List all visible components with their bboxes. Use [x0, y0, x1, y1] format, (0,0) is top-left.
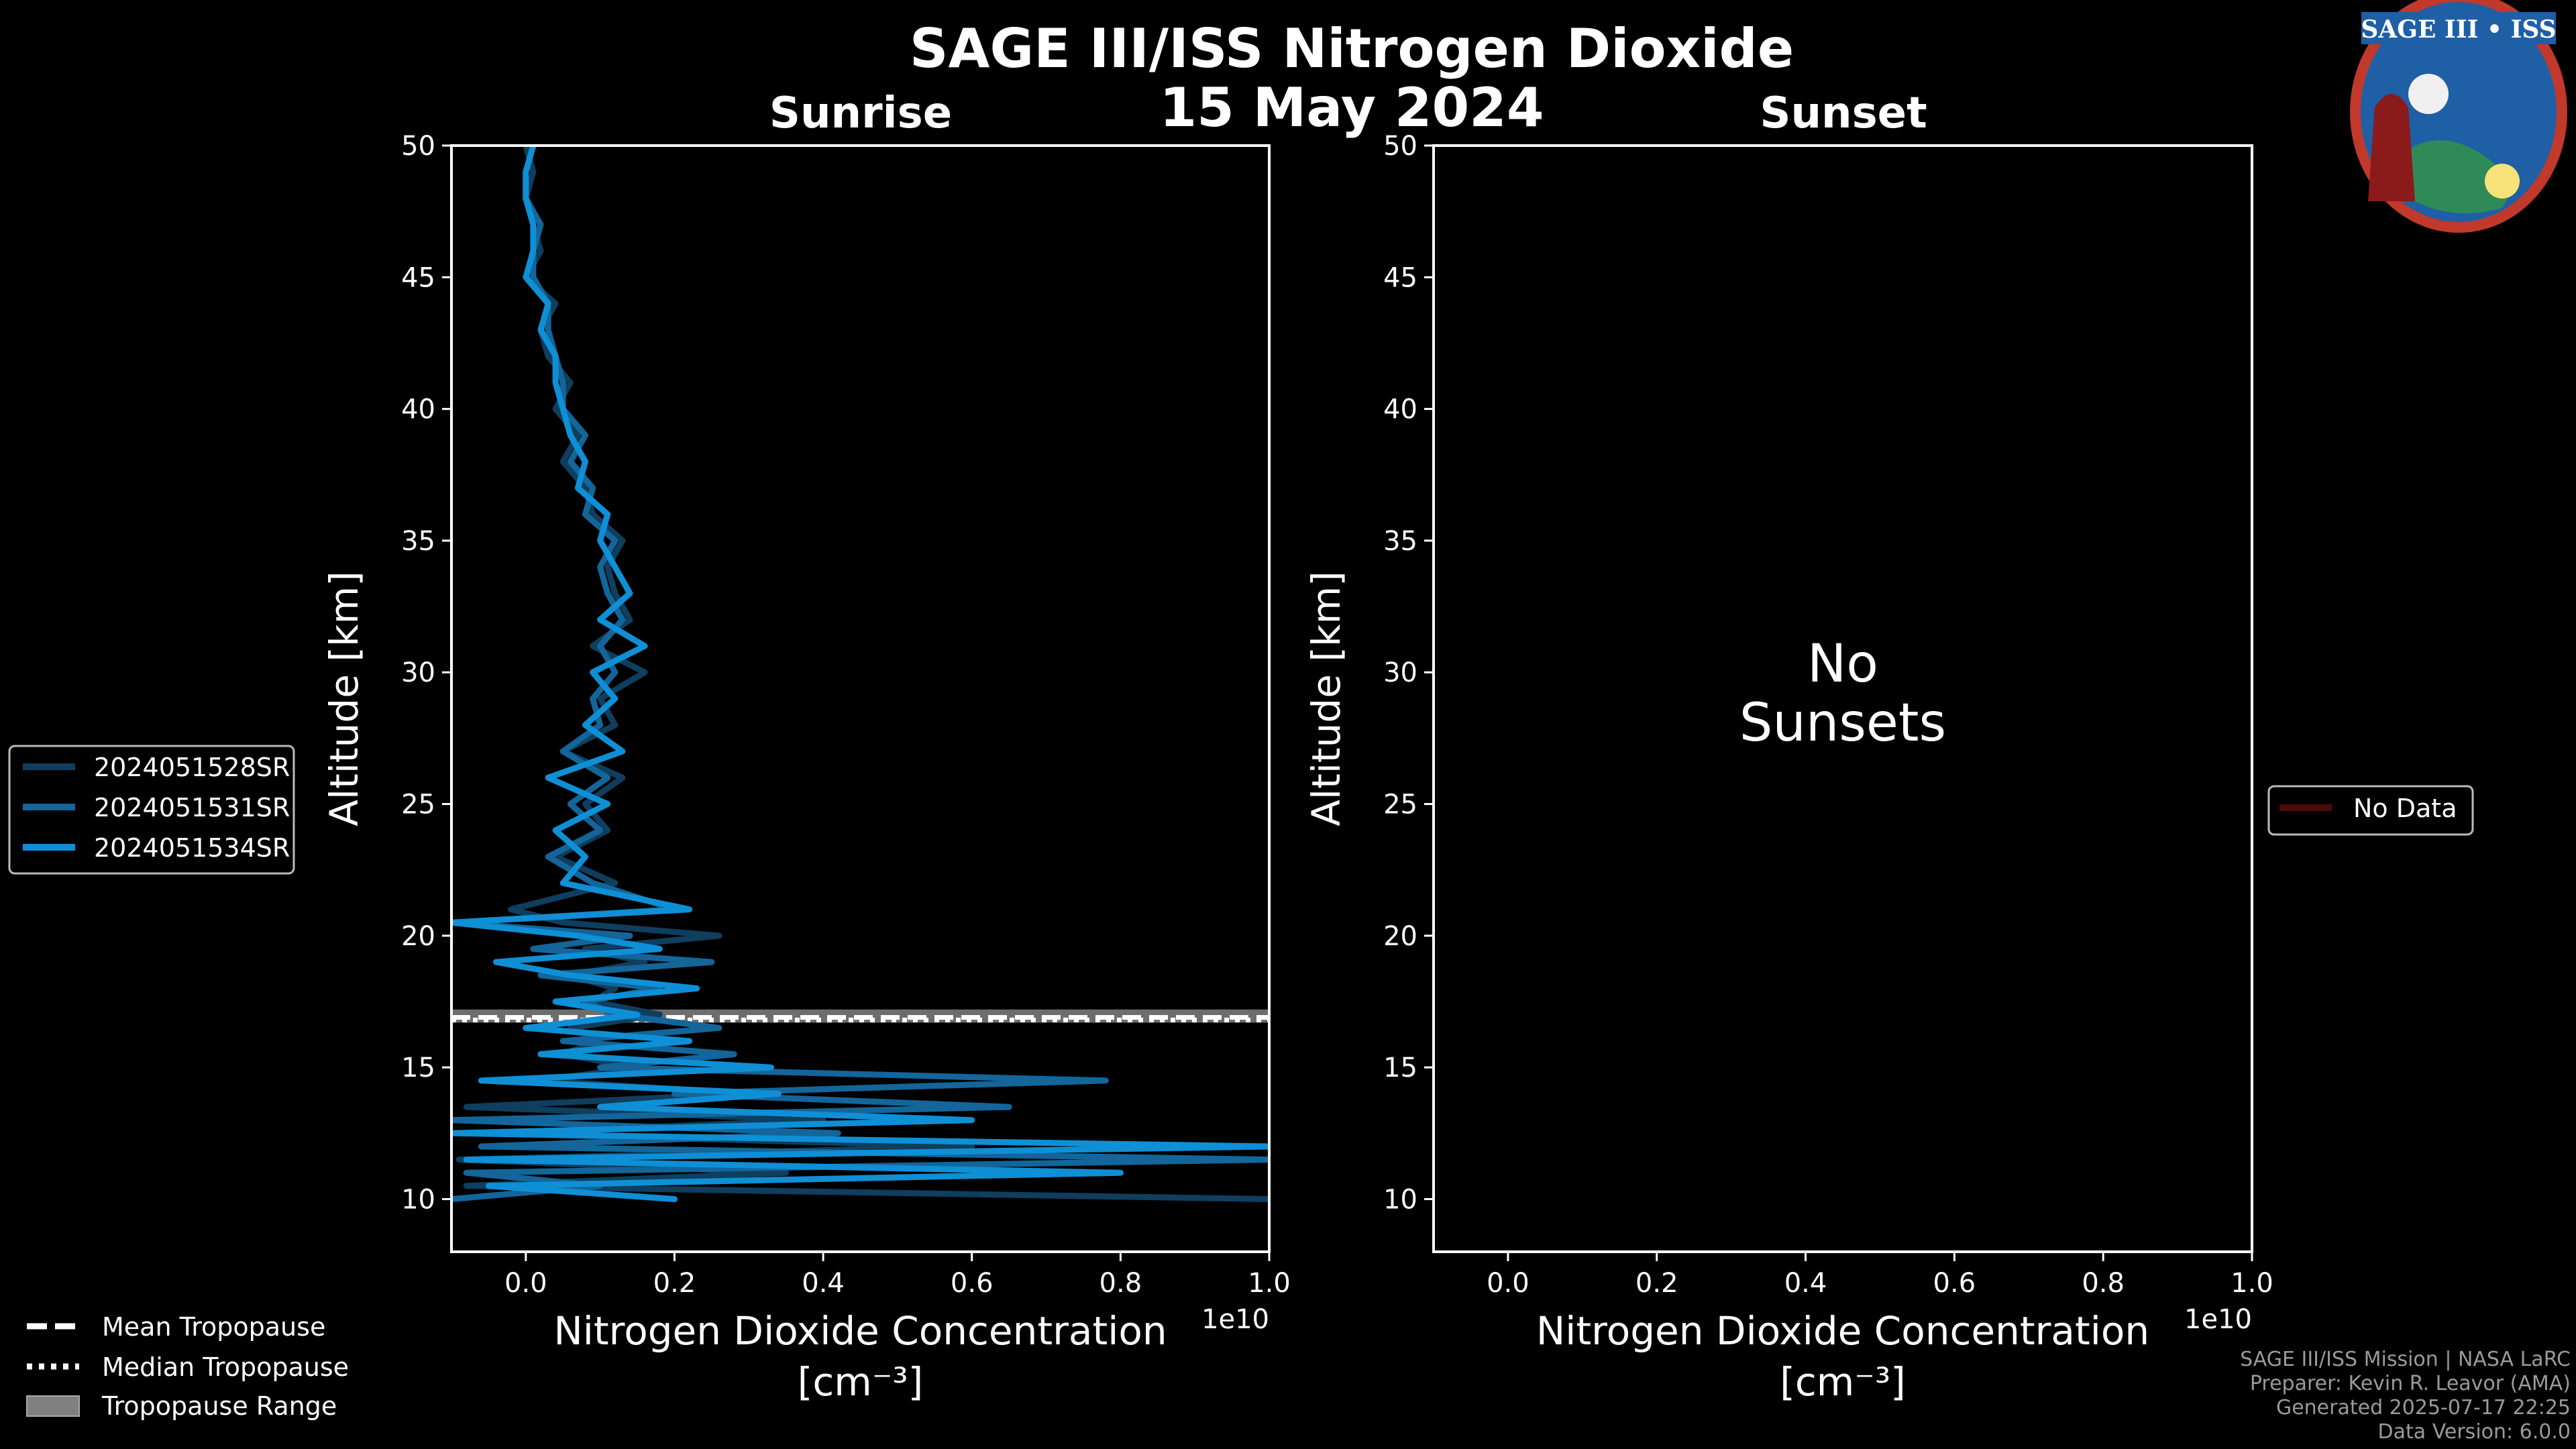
sunset-xtick-label: 0.6	[1933, 1268, 1976, 1299]
sunrise-xtick-label: 1.0	[1248, 1268, 1291, 1299]
sunset-legend: No Data	[2267, 785, 2474, 836]
sunrise-ytick-label: 25	[401, 790, 435, 820]
sunrise-x-multiplier: 1e10	[1201, 1304, 1269, 1335]
credit-mission: SAGE III/ISS Mission | NASA LaRC	[2240, 1348, 2571, 1371]
sunrise-ytick-label: 15	[401, 1053, 435, 1083]
series-line-2024051531SR	[451, 146, 1269, 1202]
legend-label-2024051528SR: 2024051528SR	[94, 753, 290, 782]
sunset-plot: 0.0 0.2 0.4 0.6 0.8 1.0 10 15 20 25 30 35 40 45 50 1e10…	[1303, 131, 2273, 1405]
sunset-xtick-label: 0.8	[2082, 1268, 2125, 1299]
sunset-axes-frame	[1432, 144, 2253, 1253]
credit-generated: Generated 2025-07-17 22:25	[2276, 1396, 2571, 1419]
legend-label-no-data: No Data	[2353, 794, 2457, 823]
figure-date: 15 May 2024	[1160, 76, 1544, 139]
legend-label-mean-tropopause: Mean Tropopause	[102, 1312, 325, 1342]
sunset-ytick-label: 30	[1383, 657, 1417, 688]
credits: SAGE III/ISS Mission | NASA LaRC Prepare…	[2240, 1348, 2571, 1444]
legend-swatch-tropopause-range	[26, 1395, 80, 1417]
legend-label-2024051534SR: 2024051534SR	[94, 833, 290, 863]
sunset-ytick-label: 10	[1383, 1184, 1417, 1215]
logo-earth	[2388, 140, 2509, 213]
sunrise-ytick-label: 20	[401, 921, 435, 952]
sunset-ytick-label: 35	[1383, 526, 1417, 557]
sunset-xlabel: Nitrogen Dioxide Concentration	[1536, 1308, 2149, 1354]
sunrise-xlabel: Nitrogen Dioxide Concentration	[553, 1308, 1167, 1354]
logo-figure	[2368, 94, 2415, 201]
sunset-xtick-label: 0.0	[1487, 1268, 1529, 1299]
sunset-x-multiplier: 1e10	[2184, 1304, 2252, 1335]
no-sunsets-annotation: Sunsets	[1739, 693, 1946, 753]
sunrise-xtick-label: 0.0	[504, 1268, 547, 1299]
sunset-panel-title: Sunset	[1760, 89, 1927, 138]
sunset-xtick-label: 0.2	[1635, 1268, 1678, 1299]
sunrise-plot: 0.0 0.2 0.4 0.6 0.8 1.0 10 15 20 25 30 35 40 45 50 1e10…	[321, 131, 1291, 1405]
sunrise-xtick-label: 0.4	[802, 1268, 845, 1299]
sunrise-ytick-label: 40	[401, 394, 435, 425]
sunrise-ytick-label: 45	[401, 262, 435, 293]
sunrise-xtick-label: 0.6	[951, 1268, 994, 1299]
legend-label-2024051531SR: 2024051531SR	[94, 793, 290, 822]
sunrise-ytick-label: 30	[401, 657, 435, 688]
credit-data-version: Data Version: 6.0.0	[2378, 1420, 2571, 1444]
sunset-ytick-label: 25	[1383, 790, 1417, 820]
sunrise-ytick-label: 35	[401, 526, 435, 557]
sunrise-ylabel: Altitude [km]	[321, 571, 367, 826]
logo-moon	[2408, 74, 2449, 114]
credit-preparer: Preparer: Kevin R. Leavor (AMA)	[2250, 1372, 2571, 1395]
sunrise-ytick-label: 10	[401, 1184, 435, 1215]
sunset-ytick-label: 15	[1383, 1053, 1417, 1083]
sunset-legend-frame	[2267, 785, 2474, 836]
sunrise-legend: 2024051528SR 2024051531SR 2024051534SR	[8, 745, 295, 875]
sunset-ytick-label: 20	[1383, 921, 1417, 952]
series-line-2024051534SR	[451, 146, 1269, 1202]
tropopause-legend: Mean Tropopause Median Tropopause Tropop…	[26, 1312, 349, 1421]
logo-sun	[2485, 164, 2520, 199]
sunrise-legend-frame	[8, 745, 295, 875]
logo-banner	[2361, 12, 2556, 44]
no-sunsets-annotation: No	[1807, 634, 1878, 694]
sunrise-xtick-label: 0.2	[653, 1268, 696, 1299]
sunrise-ytick-label: 50	[401, 131, 435, 162]
sunrise-axes-frame	[450, 144, 1271, 1253]
sunrise-panel-title: Sunrise	[769, 89, 952, 138]
sunrise-series-group	[451, 146, 1269, 1202]
sage-iss-logo: SAGE III • ISS	[2350, 0, 2567, 233]
sunrise-xtick-label: 0.8	[1099, 1268, 1142, 1299]
legend-label-tropopause-range: Tropopause Range	[101, 1391, 337, 1421]
sunrise-xlabel-unit: [cm⁻³]	[798, 1359, 924, 1405]
sunset-ytick-label: 45	[1383, 262, 1417, 293]
figure-title: SAGE III/ISS Nitrogen Dioxide	[910, 17, 1794, 80]
sunset-xlabel-unit: [cm⁻³]	[1780, 1359, 1906, 1405]
sunset-xtick-label: 1.0	[2231, 1268, 2273, 1299]
sunset-xtick-label: 0.4	[1784, 1268, 1827, 1299]
logo-text: SAGE III • ISS	[2361, 15, 2556, 44]
sunset-ylabel: Altitude [km]	[1303, 571, 1349, 826]
legend-label-median-tropopause: Median Tropopause	[102, 1352, 349, 1382]
sunset-ytick-label: 40	[1383, 394, 1417, 425]
sunset-ytick-label: 50	[1383, 131, 1417, 162]
